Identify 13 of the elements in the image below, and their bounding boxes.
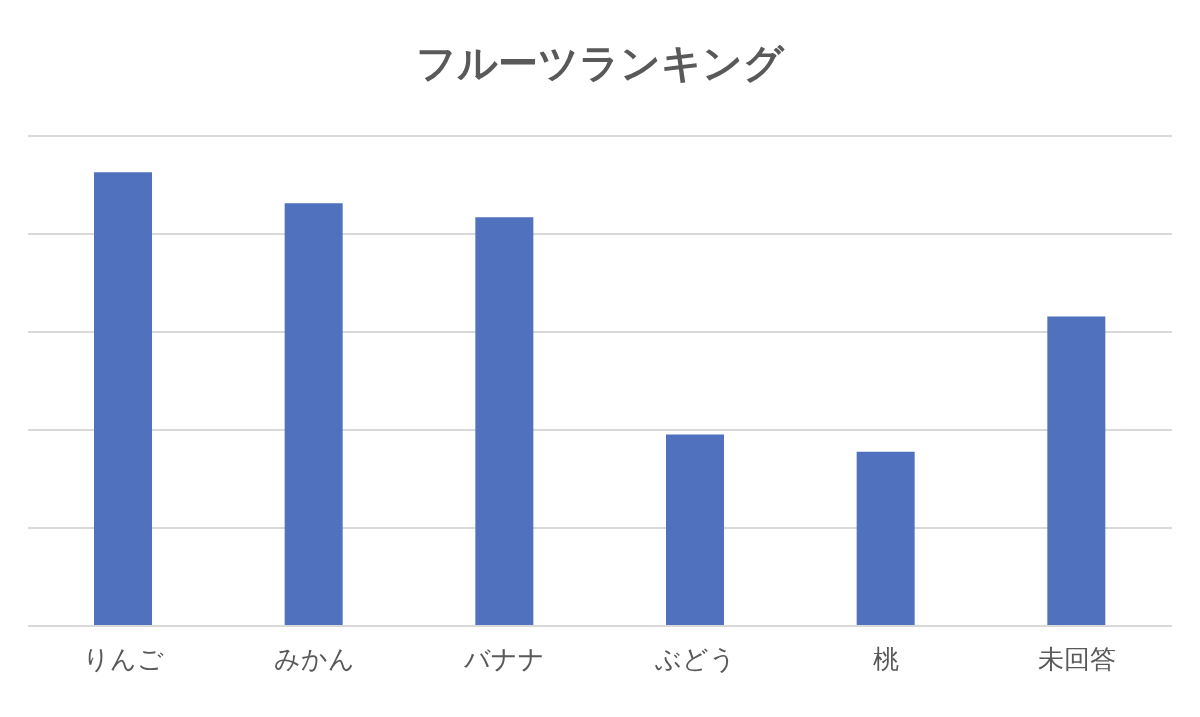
x-tick-label: バナナ	[463, 644, 546, 675]
bar	[856, 451, 915, 626]
bar	[1047, 316, 1106, 626]
x-tick-label: みかん	[273, 644, 355, 675]
x-tick-label: りんご	[82, 644, 164, 675]
x-tick-label: 未回答	[1037, 644, 1116, 675]
x-tick-label: ぶどう	[654, 644, 736, 675]
chart-title: フルーツランキング	[415, 39, 786, 88]
x-tick-label: 桃	[873, 644, 899, 675]
bar	[475, 217, 534, 626]
bar	[94, 172, 152, 626]
bar	[666, 434, 724, 626]
bar	[284, 203, 343, 626]
